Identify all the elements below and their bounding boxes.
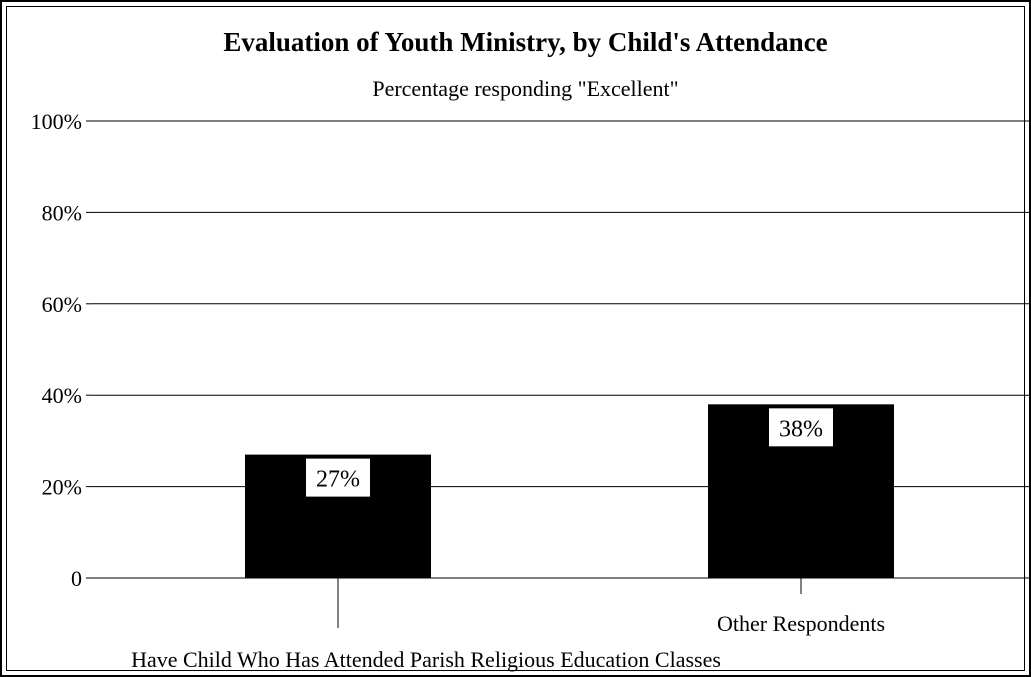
y-tick-label-2: 40% [42, 383, 82, 408]
data-label-box-0 [306, 458, 370, 497]
y-tick-label-4: 80% [42, 200, 82, 225]
y-tick-label-5: 100% [31, 109, 82, 134]
x-category-label-0: Have Child Who Has Attended Parish Relig… [131, 647, 721, 672]
data-label-box-1 [769, 408, 833, 447]
y-tick-label-3: 60% [42, 292, 82, 317]
chart-title: Evaluation of Youth Ministry, by Child's… [223, 27, 828, 57]
y-tick-label-1: 20% [42, 475, 82, 500]
y-tick-label-0: 0 [71, 566, 82, 591]
chart-subtitle: Percentage responding "Excellent" [372, 76, 679, 101]
x-category-label-1: Other Respondents [717, 611, 885, 636]
data-label-0: 27% [316, 467, 360, 493]
data-label-1: 38% [779, 416, 823, 442]
chart-frame-inner [6, 6, 1025, 671]
